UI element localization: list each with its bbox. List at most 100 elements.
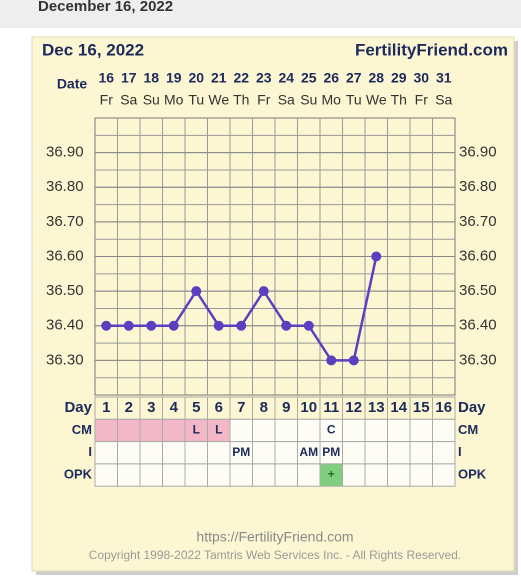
cell-text: L: [215, 423, 222, 437]
table-cell: [387, 418, 411, 443]
table-cell: [184, 441, 208, 465]
weekday-label: Sa: [435, 92, 452, 108]
weekday-label: Fr: [257, 92, 271, 108]
table-cell: [184, 463, 208, 487]
temperature-point: [326, 355, 337, 366]
y2-tick-label: 36.60: [459, 247, 497, 264]
site-name: FertilityFriend.com: [355, 40, 508, 59]
table-cell: [162, 418, 186, 443]
table-cell: [252, 441, 276, 465]
y2-tick-label: 36.80: [459, 178, 497, 195]
cell-text: 16: [435, 399, 452, 416]
table-cell: [117, 463, 141, 487]
table-cell: [342, 441, 366, 465]
weekday-label: Mo: [164, 92, 184, 108]
y-tick-label: 36.40: [46, 317, 84, 334]
row-label-right: Day: [458, 399, 486, 416]
date-label: 19: [166, 70, 182, 86]
cell-text: C: [327, 423, 336, 437]
date-label: 22: [233, 70, 249, 86]
table-cell: [342, 463, 366, 487]
table-cell: [94, 441, 118, 465]
cell-text: 10: [300, 399, 317, 416]
cell-text: 6: [215, 399, 223, 416]
table-cell: [364, 463, 388, 487]
cell-text: 4: [170, 399, 179, 416]
footer-url: https://FertilityFriend.com: [196, 529, 353, 545]
weekday-label: Sa: [120, 92, 137, 108]
cell-text: L: [193, 423, 200, 437]
date-label: 26: [323, 70, 339, 86]
weekday-label: Su: [143, 92, 160, 108]
cell-text: 7: [237, 399, 245, 416]
temperature-point: [348, 355, 359, 366]
table-cell: [139, 463, 163, 487]
table-cell: [162, 441, 186, 465]
y-tick-label: 36.90: [46, 144, 84, 161]
cell-text: AM: [299, 445, 318, 459]
footer-copyright: Copyright 1998-2022 Tamtris Web Services…: [89, 548, 461, 562]
page-header: December 16, 2022: [38, 0, 173, 15]
date-label: 25: [301, 70, 317, 86]
row-label: OPK: [64, 466, 93, 481]
table-cell: [432, 418, 456, 443]
temperature-point: [258, 286, 269, 297]
table-cell: [207, 441, 231, 465]
row-label: Day: [64, 399, 92, 416]
table-cell: [409, 441, 433, 465]
table-cell: [274, 418, 298, 443]
table-cell: [297, 418, 321, 443]
weekday-label: Th: [391, 92, 407, 108]
header-strip: [0, 0, 521, 28]
weekday-label: Th: [233, 92, 249, 108]
temperature-point: [123, 320, 134, 331]
temperature-point: [371, 251, 382, 262]
table-cell: [364, 441, 388, 465]
date-label: 23: [256, 70, 272, 86]
chart-title: Dec 16, 2022: [42, 40, 144, 59]
temperature-point: [168, 320, 179, 331]
row-label: I: [88, 444, 92, 459]
table-cell: [207, 463, 231, 487]
table-cell: [117, 441, 141, 465]
date-label: 27: [346, 70, 362, 86]
y-tick-label: 36.70: [46, 213, 84, 230]
table-cell: [342, 418, 366, 443]
date-label: 28: [368, 70, 384, 86]
y2-tick-label: 36.50: [459, 282, 497, 299]
y-tick-label: 36.80: [46, 178, 84, 195]
temperature-point: [213, 320, 224, 331]
table-cell: [409, 418, 433, 443]
row-label-right: CM: [458, 422, 478, 437]
temperature-point: [101, 320, 112, 331]
table-cell: [364, 418, 388, 443]
weekday-label: Fr: [100, 92, 114, 108]
y2-tick-label: 36.70: [459, 213, 497, 230]
date-label: 18: [143, 70, 159, 86]
y2-tick-label: 36.30: [459, 351, 497, 368]
weekday-label: Mo: [322, 92, 342, 108]
y-tick-label: 36.60: [46, 247, 84, 264]
weekday-label: Sa: [278, 92, 295, 108]
y2-tick-label: 36.40: [459, 317, 497, 334]
cell-text: 14: [390, 399, 407, 416]
table-cell: [162, 463, 186, 487]
table-cell: [139, 441, 163, 465]
weekday-label: We: [366, 92, 387, 108]
table-cell: [432, 463, 456, 487]
date-label: 29: [391, 70, 407, 86]
temperature-point: [303, 320, 314, 331]
cell-text: 5: [192, 399, 200, 416]
date-label: 21: [211, 70, 227, 86]
date-label: 20: [188, 70, 204, 86]
weekday-label: Fr: [415, 92, 429, 108]
cell-text: PM: [322, 445, 340, 459]
table-cell: [409, 463, 433, 487]
table-cell: [297, 463, 321, 487]
table-cell: [387, 441, 411, 465]
table-cell: [252, 418, 276, 443]
cell-text: 1: [102, 399, 110, 416]
temperature-point: [146, 320, 157, 331]
